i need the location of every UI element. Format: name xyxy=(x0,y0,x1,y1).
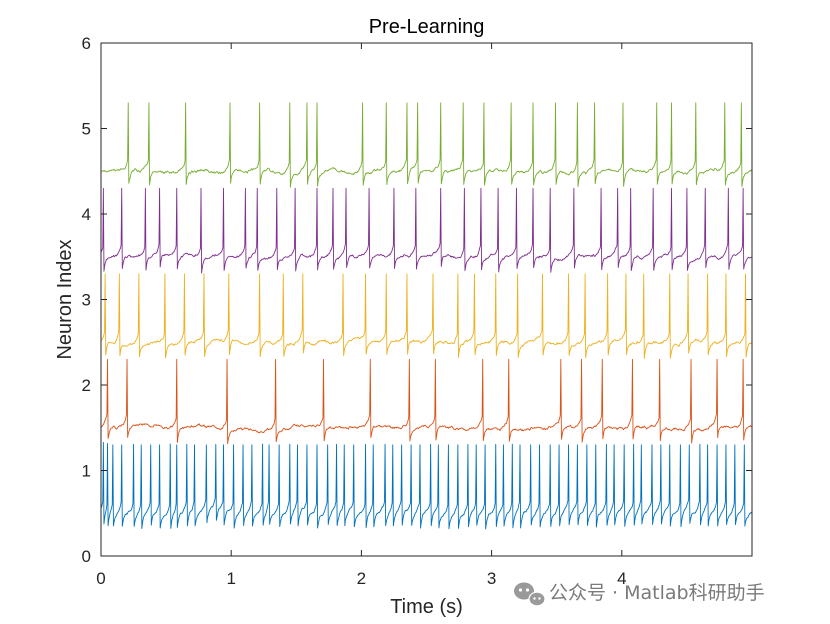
series-layer xyxy=(100,102,753,530)
x-tick-label: 4 xyxy=(617,569,626,588)
chart-title: Pre-Learning xyxy=(369,16,485,38)
y-tick-label: 3 xyxy=(82,291,91,310)
x-tick-label: 1 xyxy=(226,569,235,588)
wechat-icon xyxy=(514,582,546,607)
neuron-trace-1 xyxy=(100,442,753,530)
neuron-trace-5 xyxy=(100,102,753,188)
neuron-trace-4 xyxy=(100,187,753,274)
y-tick-label: 0 xyxy=(82,547,91,566)
y-tick-label: 4 xyxy=(82,205,91,224)
x-tick-label: 2 xyxy=(357,569,366,588)
y-tick-label: 6 xyxy=(82,34,91,53)
tick-layer: 0 1 2 3 4 0 1 2 3 4 5 6 xyxy=(82,34,752,588)
neuron-trace-2 xyxy=(100,358,753,444)
x-axis-label: Time (s) xyxy=(390,596,463,618)
neuron-trace-3 xyxy=(100,273,753,359)
watermark-text: 公众号 · Matlab科研助手 xyxy=(549,582,765,604)
watermark: 公众号 · Matlab科研助手 xyxy=(514,582,765,607)
plot-area xyxy=(101,43,752,556)
y-tick-label: 1 xyxy=(82,462,91,481)
y-axis-label: Neuron Index xyxy=(54,239,76,359)
x-tick-label: 3 xyxy=(487,569,496,588)
x-tick-label: 0 xyxy=(96,569,105,588)
y-tick-label: 5 xyxy=(82,120,91,139)
y-tick-label: 2 xyxy=(82,376,91,395)
